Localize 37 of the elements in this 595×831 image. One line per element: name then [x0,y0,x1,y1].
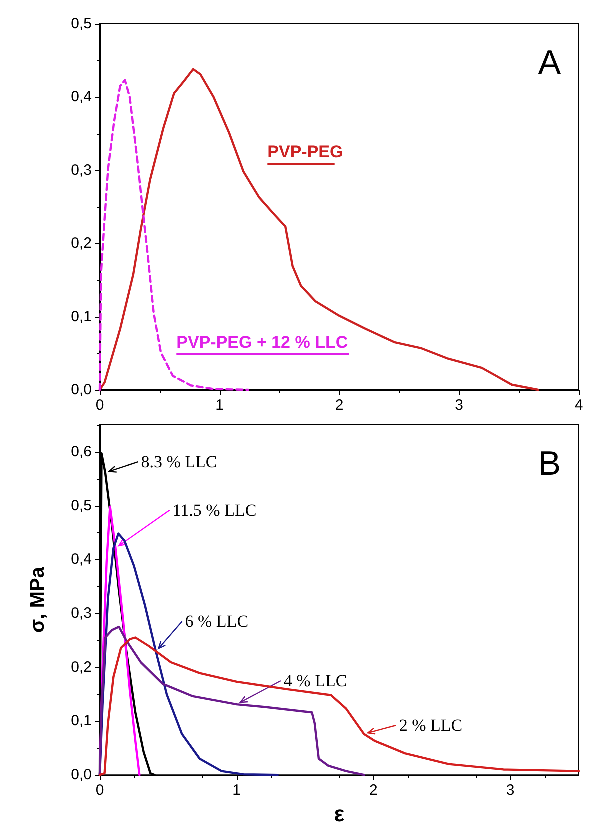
line-series [98,626,366,776]
x-tick-label: 2 [335,397,344,414]
x-axis-title: ε [334,802,346,826]
legend-label: 8.3 % LLC [141,452,218,472]
x-tick-label: 2 [370,782,378,800]
annotation: A [538,44,562,82]
y-tick-label: 0,2 [71,235,92,252]
x-tick-label: 0 [96,397,104,414]
y-tick-label: 0,2 [71,658,92,676]
x-tick-label: 0 [96,782,104,800]
y-tick-label: 0,0 [71,382,92,398]
y-tick-label: 0,4 [71,88,92,106]
x-tick-label: 1 [216,397,224,414]
y-tick-label: 0,4 [71,551,92,568]
y-tick-label: 0,3 [71,605,92,622]
text: 11.5 % LLC [172,500,257,520]
line-series [98,68,540,392]
series-label: 6 % LLC [185,612,249,632]
y-tick-label: 0,5 [71,497,92,514]
legend-label: 2 % LLC [399,716,463,736]
line-series [98,532,280,776]
series-label: PVP-PEG + 12 % LLC [176,332,348,352]
x-tick-label: 4 [574,397,584,414]
x-tick-label: 3 [506,782,515,800]
legend-label: 4 % LLC [284,671,348,690]
y-tick-label: 0,0 [71,766,92,784]
line-series [98,79,250,392]
y-tick-label: 0,3 [71,162,92,179]
series-label: PVP-PEG [268,142,344,162]
y-tick-label: 0,1 [71,712,92,730]
annotation: B [538,445,562,483]
x-tick-label: 3 [455,397,464,414]
x-tick-label: 1 [232,782,242,800]
y-tick-label: 0,6 [71,443,92,460]
y-tick-label: 0,5 [71,16,92,32]
y-axis-title: σ, MPa [27,566,49,634]
y-tick-label: 0,1 [71,308,92,326]
